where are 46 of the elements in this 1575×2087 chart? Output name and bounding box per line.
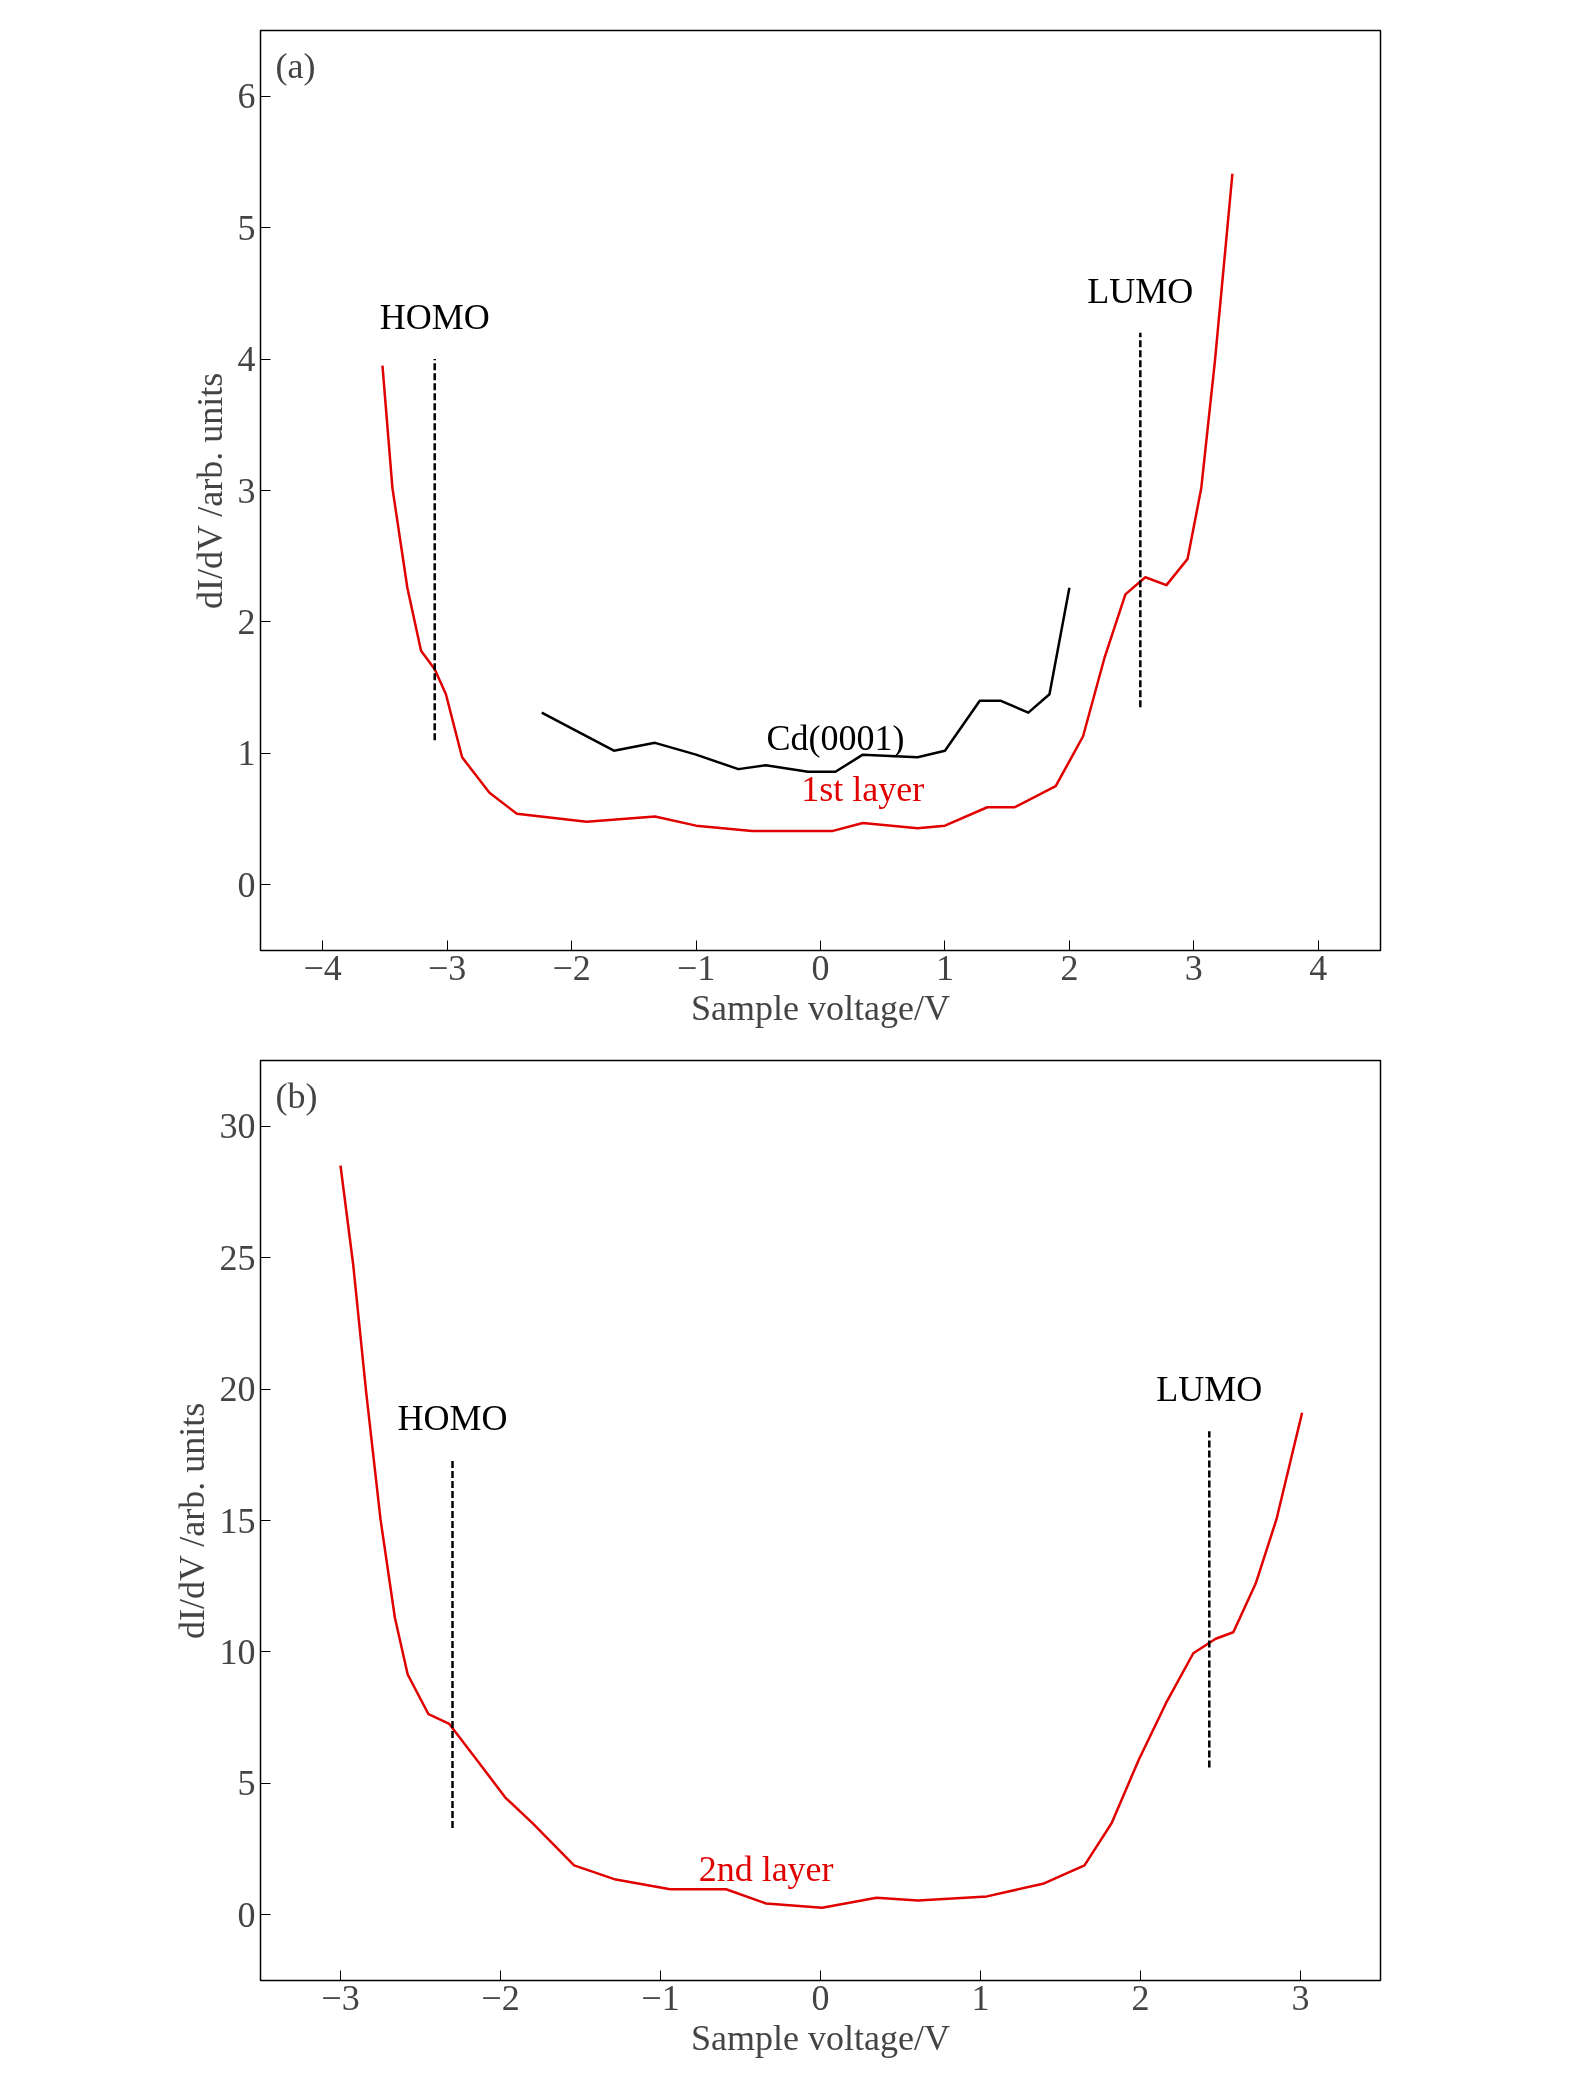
x-tick-label: 4: [1309, 947, 1328, 988]
y-tick-label: 10: [219, 1631, 256, 1672]
line-series: [381, 172, 1234, 833]
series-label: HOMO: [379, 297, 490, 338]
y-tick-label: 25: [219, 1237, 256, 1278]
y-tick-label: 2: [237, 601, 256, 642]
x-tick-label: 0: [811, 1977, 830, 2018]
x-tick-label: 3: [1184, 947, 1203, 988]
x-tick-label: −1: [676, 947, 716, 988]
y-tick-label: 5: [237, 207, 256, 248]
line-series: [339, 1164, 1304, 1909]
y-axis-title: dI/dV /arb. units: [171, 1402, 212, 1639]
line-series: [540, 586, 1071, 774]
x-tick-label: 1: [935, 947, 954, 988]
x-tick-label: 1: [971, 1977, 990, 2018]
x-tick-label: −3: [428, 947, 467, 988]
x-axis-title: Sample voltage/V: [691, 987, 950, 1028]
x-tick-label: −4: [303, 947, 342, 988]
y-tick-label: 0: [237, 1894, 256, 1935]
series-label: Cd(0001): [766, 717, 905, 758]
y-tick-label: 30: [219, 1106, 256, 1147]
x-tick-label: −3: [321, 1977, 360, 2018]
y-axis-title: dI/dV /arb. units: [189, 372, 230, 609]
x-tick-label: −2: [552, 947, 591, 988]
x-tick-label: 2: [1131, 1977, 1150, 2018]
series-label: LUMO: [1156, 1369, 1263, 1410]
x-tick-label: 2: [1060, 947, 1079, 988]
annotation: (b): [275, 1075, 318, 1116]
series-label: LUMO: [1087, 270, 1194, 311]
series-label: 1st layer: [801, 769, 925, 810]
x-tick-label: −1: [641, 1977, 680, 2018]
y-tick-label: 15: [219, 1500, 256, 1541]
series-label: 2nd layer: [698, 1849, 834, 1890]
y-tick-label: 3: [237, 470, 256, 511]
x-tick-label: −2: [481, 1977, 520, 2018]
y-tick-label: 0: [237, 864, 256, 905]
y-tick-label: 1: [237, 733, 256, 774]
x-tick-label: 3: [1291, 1977, 1310, 2018]
y-tick-label: 5: [237, 1763, 256, 1804]
annotation: (a): [275, 45, 316, 86]
y-tick-label: 20: [219, 1369, 256, 1410]
x-tick-label: 0: [811, 947, 830, 988]
y-tick-label: 6: [237, 76, 256, 117]
y-tick-label: 4: [237, 339, 256, 380]
x-axis-title: Sample voltage/V: [691, 2017, 950, 2058]
series-label: HOMO: [397, 1398, 508, 1439]
